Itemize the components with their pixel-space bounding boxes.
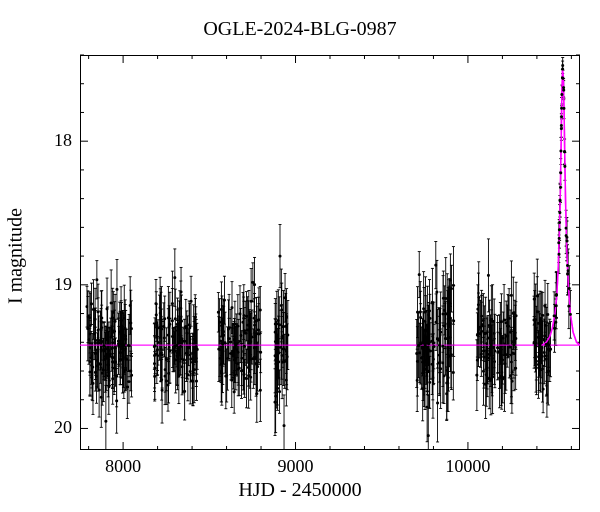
lightcurve-chart: OGLE-2024-BLG-0987 I magnitude HJD - 245… <box>0 0 600 512</box>
y-tick-label: 19 <box>54 274 72 295</box>
x-tick-label: 9000 <box>271 456 321 477</box>
y-tick-label: 20 <box>54 417 72 438</box>
x-tick-label: 10000 <box>443 456 493 477</box>
plot-svg <box>0 0 600 512</box>
y-tick-label: 18 <box>54 130 72 151</box>
x-tick-label: 8000 <box>98 456 148 477</box>
